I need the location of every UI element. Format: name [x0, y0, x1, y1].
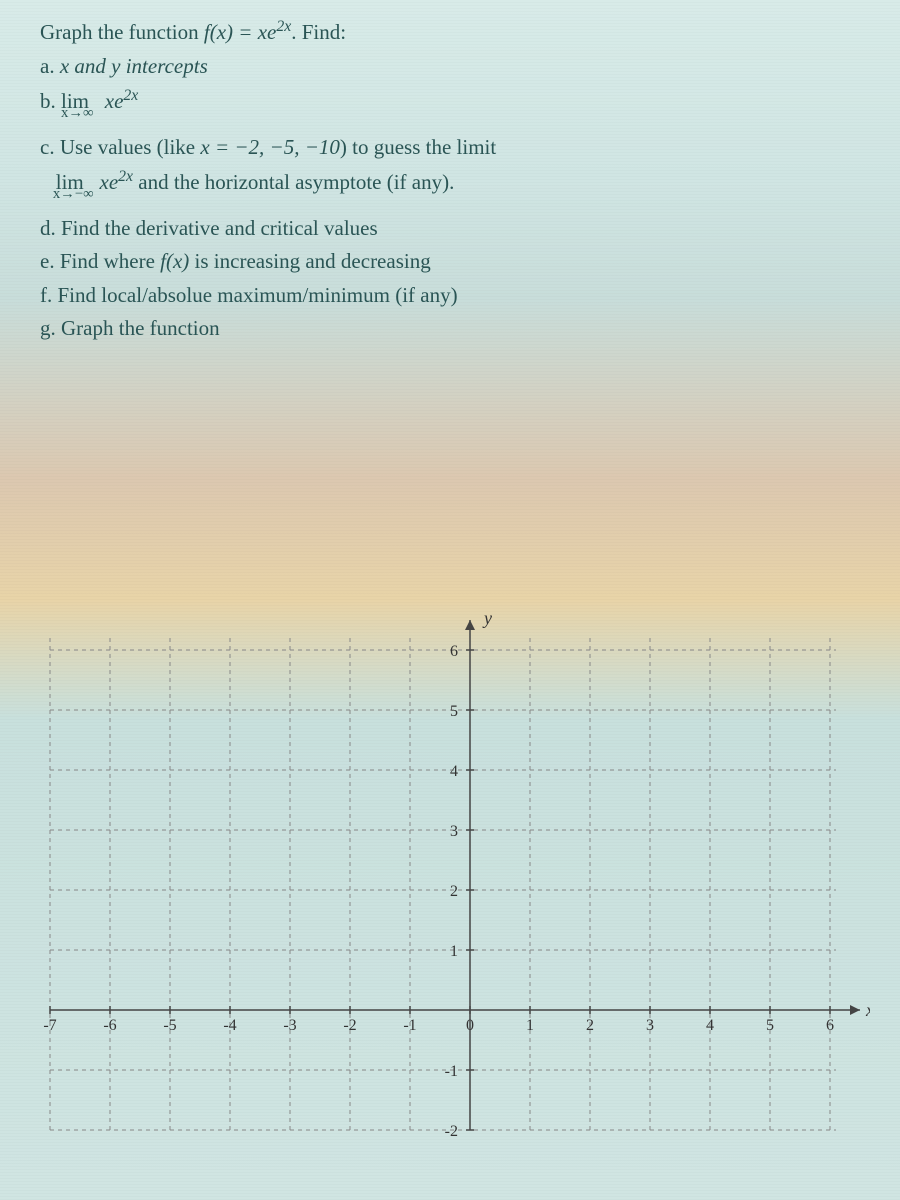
e-suffix: is increasing and decreasing [189, 249, 430, 273]
svg-text:-5: -5 [163, 1017, 176, 1034]
svg-text:-3: -3 [283, 1017, 296, 1034]
part-b: b. lim x→∞ xe2x [40, 84, 860, 118]
grid-svg: -7 -6 -5 -4 -3 -2 -1 0 1 2 3 4 5 6 -2 -1 1 2 3 4 5 6 y x [30, 590, 870, 1150]
svg-text:5: 5 [450, 703, 458, 720]
intro-suffix: . Find: [291, 20, 346, 44]
b-exp: 2x [123, 87, 138, 104]
svg-text:-7: -7 [43, 1017, 56, 1034]
part-a: a. x and y intercepts [40, 51, 860, 83]
problem-statement: Graph the function f(x) = xe2x. Find: a.… [0, 0, 900, 357]
svg-text:6: 6 [450, 643, 458, 660]
c-prefix: c. Use values (like [40, 135, 200, 159]
a-text: x and y intercepts [60, 54, 208, 78]
svg-text:-2: -2 [445, 1123, 458, 1140]
part-c-line1: c. Use values (like x = −2, −5, −10) to … [40, 132, 860, 164]
svg-text:0: 0 [466, 1017, 474, 1034]
part-f: f. Find local/absolue maximum/minimum (i… [40, 280, 860, 312]
b-expr: xe [105, 89, 124, 113]
svg-text:1: 1 [450, 943, 458, 960]
svg-text:3: 3 [646, 1017, 654, 1034]
svg-text:-1: -1 [445, 1063, 458, 1080]
svg-text:-1: -1 [403, 1017, 416, 1034]
svg-text:2: 2 [586, 1017, 594, 1034]
part-e: e. Find where f(x) is increasing and dec… [40, 246, 860, 278]
e-fx: f(x) [160, 249, 189, 273]
svg-text:4: 4 [706, 1017, 714, 1034]
c2-exp: 2x [118, 168, 133, 185]
svg-text:6: 6 [826, 1017, 834, 1034]
a-prefix: a. [40, 54, 60, 78]
coordinate-grid: -7 -6 -5 -4 -3 -2 -1 0 1 2 3 4 5 6 -2 -1 1 2 3 4 5 6 y x [30, 590, 870, 1150]
svg-text:-6: -6 [103, 1017, 116, 1034]
intro-exp: 2x [276, 18, 291, 35]
svg-text:-2: -2 [343, 1017, 356, 1034]
e-prefix: e. Find where [40, 249, 160, 273]
part-g: g. Graph the function [40, 313, 860, 345]
intro-prefix: Graph the function [40, 20, 204, 44]
part-c-line2: lim x→−∞ xe2x and the horizontal asympto… [40, 165, 860, 199]
c2-sub: x→−∞ [53, 183, 94, 205]
c2-expr: xe [100, 170, 119, 194]
b-sub: x→∞ [61, 102, 94, 124]
intro-func: f(x) = xe [204, 20, 276, 44]
c2-suffix: and the horizontal asymptote (if any). [133, 170, 454, 194]
b-prefix: b. [40, 89, 61, 113]
svg-text:-4: -4 [223, 1017, 236, 1034]
c-vals: x = −2, −5, −10 [200, 135, 340, 159]
svg-text:4: 4 [450, 763, 458, 780]
svg-text:x: x [865, 1000, 870, 1020]
svg-text:y: y [482, 608, 492, 628]
part-d: d. Find the derivative and critical valu… [40, 213, 860, 245]
intro-line: Graph the function f(x) = xe2x. Find: [40, 15, 860, 49]
svg-text:5: 5 [766, 1017, 774, 1034]
svg-text:1: 1 [526, 1017, 534, 1034]
svg-text:2: 2 [450, 883, 458, 900]
c-suffix: ) to guess the limit [340, 135, 496, 159]
svg-text:3: 3 [450, 823, 458, 840]
